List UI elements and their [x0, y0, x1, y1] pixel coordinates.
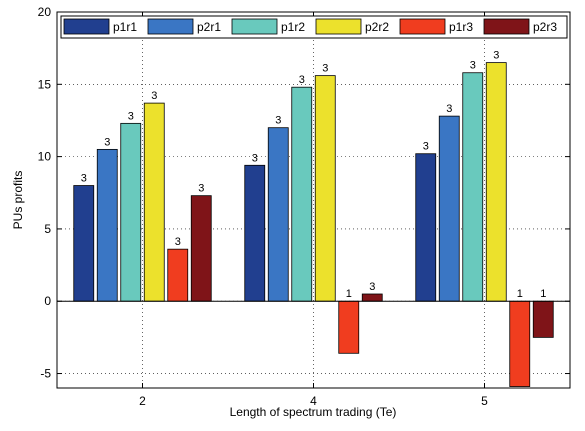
y-tick-label: 10 [38, 150, 52, 164]
data-label: 3 [81, 173, 87, 185]
bar-p1r2-2 [120, 122, 142, 302]
bar-p1r1-2 [73, 185, 95, 302]
bar-p1r3-4 [338, 300, 360, 354]
bar-p1r3-5 [509, 300, 531, 387]
legend-label-p1r1: p1r1 [113, 20, 137, 34]
bar-p1r1-4 [244, 164, 266, 302]
legend-label-p1r2: p1r2 [281, 20, 305, 34]
bar-p2r1-4 [267, 127, 289, 302]
legend-swatch-p2r2 [315, 18, 362, 35]
bar-p2r2-4 [314, 75, 336, 302]
bar-p2r1-2 [96, 148, 118, 302]
data-labels-group: 3 3 3 3 3 3 3 3 3 3 3 3 3 1 1 3 3 1 [81, 50, 547, 301]
bar-p2r3-4 [361, 293, 383, 302]
bar-p2r3-2 [190, 195, 212, 302]
legend-label-p2r2: p2r2 [365, 20, 389, 34]
data-label: 3 [369, 281, 375, 293]
y-tick-label: -5 [40, 367, 51, 381]
data-label: 3 [470, 60, 476, 72]
bar-p1r1-5 [415, 153, 437, 302]
legend-label-p2r1: p2r1 [197, 20, 221, 34]
y-axis-title: PUs profits [11, 171, 25, 230]
data-label: 3 [252, 152, 258, 164]
data-label: 3 [198, 183, 204, 195]
data-label: 3 [104, 136, 110, 148]
data-label: 3 [299, 74, 305, 86]
y-tick-label: 15 [38, 77, 52, 91]
legend-swatch-p2r3 [483, 18, 530, 35]
bars-group [73, 62, 554, 387]
data-label: 3 [175, 236, 181, 248]
data-label: 3 [423, 141, 429, 153]
x-axis-title: Length of spectrum trading (Te) [230, 405, 397, 419]
y-tick-label: 0 [44, 294, 51, 308]
x-tick-label: 2 [139, 394, 146, 408]
legend-label-p1r3: p1r3 [449, 20, 473, 34]
legend-swatch-p1r3 [399, 18, 446, 35]
legend: p1r1 p2r1 p1r2 p2r2 p1r3 p2r3 [60, 15, 568, 39]
legend-swatch-p1r1 [63, 18, 110, 35]
data-label: 3 [493, 50, 499, 62]
data-label: 3 [275, 115, 281, 127]
bar-p1r3-2 [167, 248, 189, 302]
data-label: 1 [517, 288, 523, 300]
data-label: 1 [346, 288, 352, 300]
y-tick-label: 20 [38, 5, 52, 19]
legend-swatch-p1r2 [231, 18, 278, 35]
data-label: 3 [322, 63, 328, 75]
bar-p2r3-5 [532, 300, 554, 338]
x-tick-label: 5 [481, 394, 488, 408]
y-tick-label: 5 [44, 222, 51, 236]
bar-p2r2-5 [485, 62, 507, 302]
bar-p2r2-2 [143, 102, 165, 302]
bar-p1r2-4 [291, 86, 313, 302]
data-label: 1 [540, 288, 546, 300]
bar-p1r2-5 [462, 72, 484, 302]
x-axis-ticks: 2 4 5 [139, 12, 488, 408]
data-label: 3 [446, 103, 452, 115]
y-axis-ticks: -5 0 5 10 15 20 [38, 5, 570, 381]
bar-p2r1-5 [438, 115, 460, 302]
legend-label-p2r3: p2r3 [533, 20, 557, 34]
data-label: 3 [151, 90, 157, 102]
x-tick-label: 4 [310, 394, 317, 408]
legend-swatch-p2r1 [147, 18, 194, 35]
data-label: 3 [128, 110, 134, 122]
